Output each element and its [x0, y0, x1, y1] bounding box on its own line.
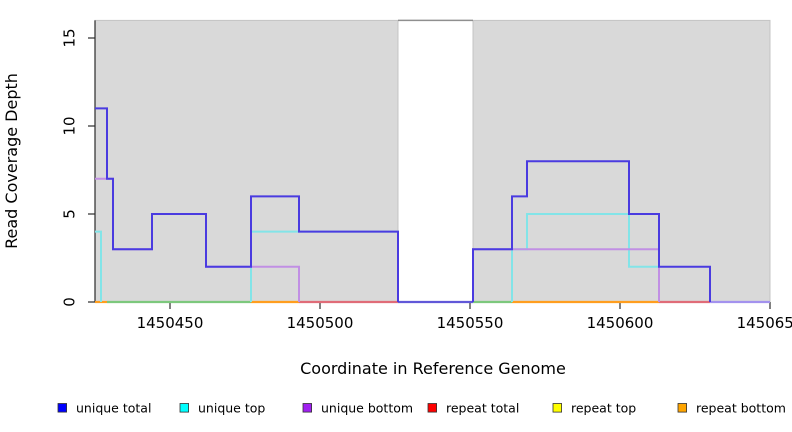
- series-line-unique-top: [95, 230, 102, 302]
- legend-swatch-unique-total: [57, 403, 68, 413]
- legend-swatch-repeat-total: [427, 403, 438, 413]
- legend-label: unique bottom: [321, 401, 413, 416]
- legend-swatch-repeat-bottom: [677, 403, 688, 413]
- legend-label: repeat total: [446, 401, 519, 416]
- x-tick-label: 1450650: [737, 314, 792, 332]
- y-tick-label: 15: [61, 28, 79, 47]
- x-tick-label: 1450450: [137, 314, 204, 332]
- series-lines: [95, 107, 711, 302]
- legend-item: repeat total: [427, 401, 519, 416]
- x-tick-label: 1450500: [287, 314, 354, 332]
- legend-label: repeat bottom: [696, 401, 786, 416]
- legend-label: repeat top: [571, 401, 636, 416]
- x-axis-title: Coordinate in Reference Genome: [300, 359, 566, 378]
- legend-item: unique bottom: [302, 401, 413, 416]
- y-axis-title: Read Coverage Depth: [2, 73, 21, 249]
- shaded-region: [94, 19, 399, 303]
- legend-item: repeat top: [552, 401, 636, 416]
- legend-item: unique top: [179, 401, 265, 416]
- y-tick-label: 0: [61, 297, 79, 307]
- legend: unique total unique top unique bottom repea…: [57, 401, 786, 416]
- y-tick-label: 5: [61, 209, 79, 219]
- legend-label: unique total: [76, 401, 151, 416]
- y-tick-label: 10: [61, 116, 79, 135]
- legend-swatch-unique-top: [179, 403, 190, 413]
- series-line-unique-total: [95, 107, 399, 302]
- legend-item: repeat bottom: [677, 401, 786, 416]
- axes: 0 5 10 15 1450450 1450500 1450550 1450600 145065…: [61, 20, 792, 332]
- shaded-regions: [94, 19, 771, 303]
- legend-label: unique top: [198, 401, 265, 416]
- legend-swatch-repeat-top: [552, 403, 563, 413]
- x-tick-label: 1450550: [437, 314, 504, 332]
- series-line-unique-total: [472, 160, 711, 302]
- legend-item: unique total: [57, 401, 151, 416]
- x-tick-label: 1450600: [587, 314, 654, 332]
- legend-swatch-unique-bottom: [302, 403, 313, 413]
